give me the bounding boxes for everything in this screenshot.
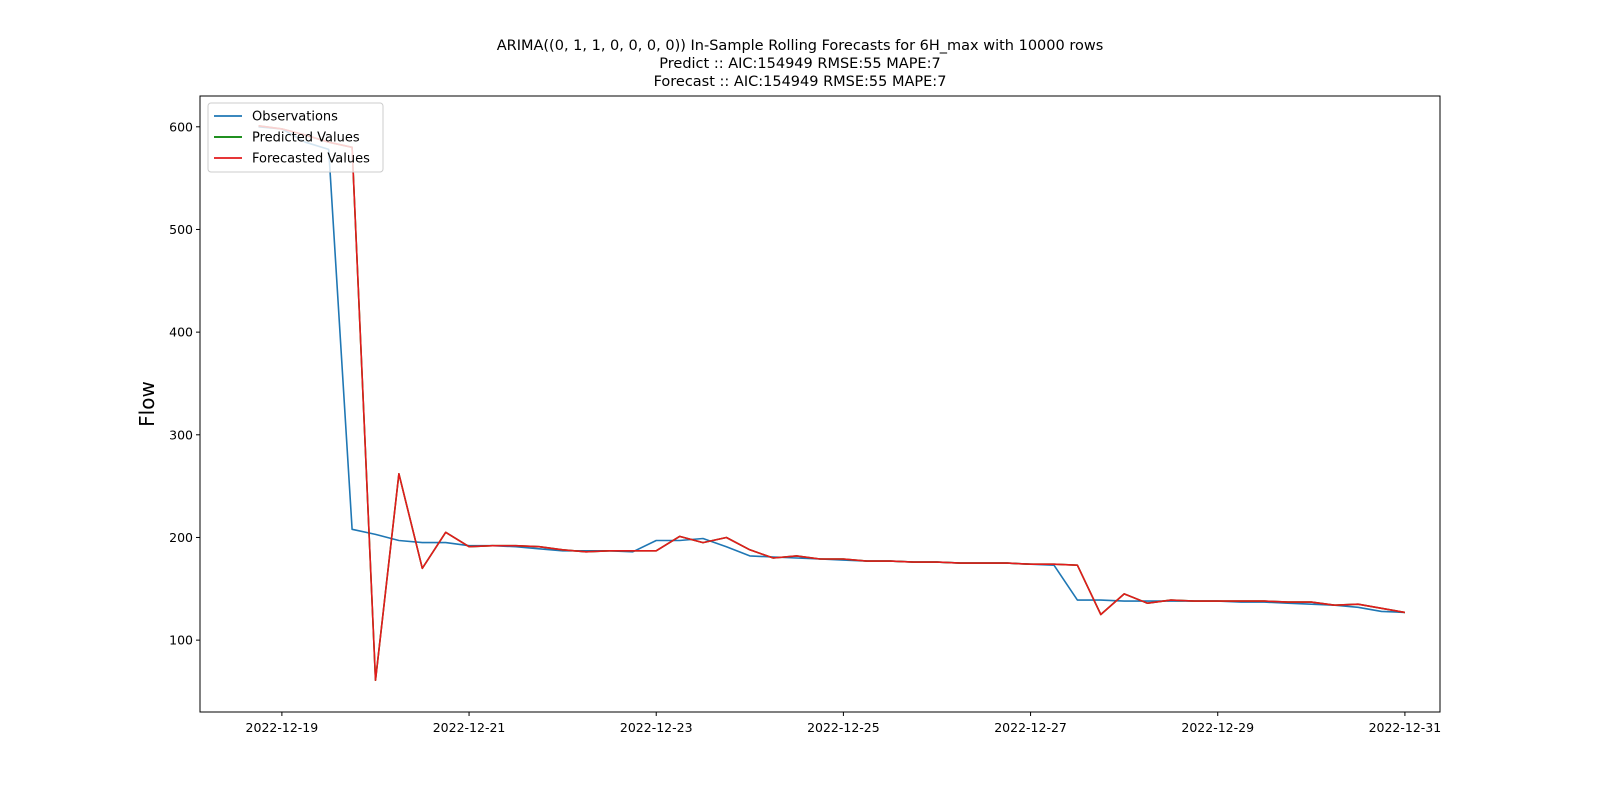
legend-label: Forecasted Values <box>252 152 370 167</box>
y-tick-label: 600 <box>169 119 193 134</box>
plot-frame <box>199 95 1441 713</box>
legend: Observations Predicted Values Forecasted V… <box>207 102 384 173</box>
y-tick-label: 400 <box>169 325 193 340</box>
ticks-layer: 100 200 300 400 500 600 2022-12-19 2022-12-21 20… <box>169 119 1441 735</box>
chart-title-line-1: ARIMA((0, 1, 1, 0, 0, 0, 0)) In-Sample R… <box>496 38 1104 54</box>
x-tick-label: 2022-12-29 <box>1181 720 1254 735</box>
x-tick-label: 2022-12-21 <box>433 720 506 735</box>
y-tick-label: 200 <box>169 530 193 545</box>
chart-title-line-2: Predict :: AIC:154949 RMSE:55 MAPE:7 <box>659 56 941 72</box>
y-axis-label: Flow <box>135 381 159 427</box>
legend-box <box>207 102 384 173</box>
legend-label: Predicted Values <box>252 131 360 146</box>
x-tick-label: 2022-12-31 <box>1369 720 1442 735</box>
x-tick-label: 2022-12-27 <box>994 720 1067 735</box>
x-tick-label: 2022-12-19 <box>246 720 319 735</box>
legend-label: Observations <box>252 110 338 125</box>
series-line-0 <box>258 126 1405 614</box>
series-line-2 <box>258 125 1406 682</box>
y-tick-label: 300 <box>169 427 193 442</box>
series-line-1 <box>258 125 1406 682</box>
x-tick-label: 2022-12-25 <box>807 720 880 735</box>
x-tick-label: 2022-12-23 <box>620 720 693 735</box>
y-tick-label: 100 <box>169 633 193 648</box>
chart-title-line-3: Forecast :: AIC:154949 RMSE:55 MAPE:7 <box>653 74 947 90</box>
series-layer <box>258 125 1406 682</box>
y-tick-label: 500 <box>169 222 193 237</box>
